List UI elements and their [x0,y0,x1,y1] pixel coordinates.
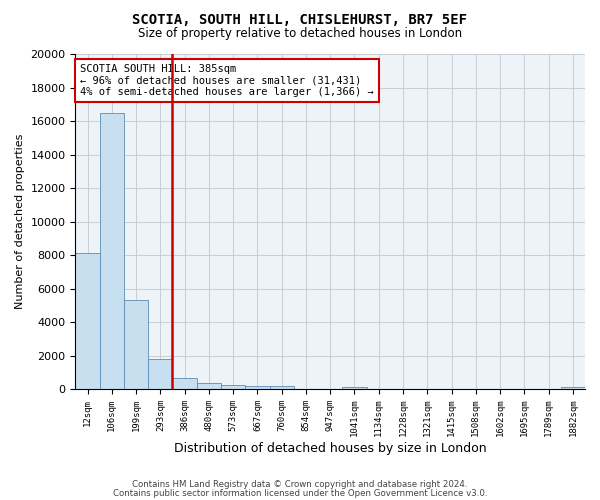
Bar [124,300,148,389]
Bar [197,383,221,389]
Bar [148,359,172,389]
Bar [245,386,269,389]
X-axis label: Distribution of detached houses by size in London: Distribution of detached houses by size … [174,442,487,455]
Text: SCOTIA, SOUTH HILL, CHISLEHURST, BR7 5EF: SCOTIA, SOUTH HILL, CHISLEHURST, BR7 5EF [133,12,467,26]
Bar [269,386,294,389]
Text: Contains HM Land Registry data © Crown copyright and database right 2024.: Contains HM Land Registry data © Crown c… [132,480,468,489]
Text: SCOTIA SOUTH HILL: 385sqm
← 96% of detached houses are smaller (31,431)
4% of se: SCOTIA SOUTH HILL: 385sqm ← 96% of detac… [80,64,374,98]
Bar [100,112,124,389]
Text: Size of property relative to detached houses in London: Size of property relative to detached ho… [138,28,462,40]
Bar [343,388,367,389]
Text: Contains public sector information licensed under the Open Government Licence v3: Contains public sector information licen… [113,489,487,498]
Bar [561,388,585,389]
Bar [172,378,197,389]
Bar [221,384,245,389]
Y-axis label: Number of detached properties: Number of detached properties [15,134,25,309]
Bar [76,254,100,389]
